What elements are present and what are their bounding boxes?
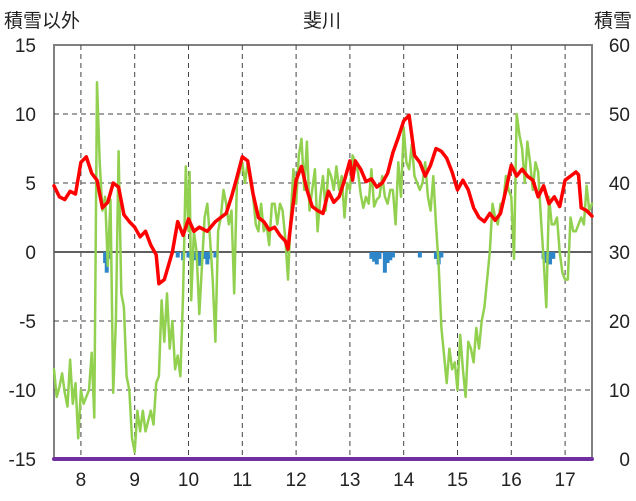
snow-bar [372, 252, 377, 262]
snow-bar [433, 252, 438, 259]
series-line-red [52, 113, 594, 286]
y-right-axis-label: 積雪 [594, 10, 632, 32]
snow-bar [382, 252, 387, 273]
y-right-tick-label: 0 [619, 450, 630, 471]
x-tick-label: 14 [393, 470, 415, 491]
y-left-axis-label: 積雪以外 [4, 10, 80, 32]
x-tick-label: 16 [501, 470, 522, 491]
y-right-tick-label: 40 [609, 174, 630, 195]
x-tick-label: 12 [286, 470, 307, 491]
x-tick-label: 10 [178, 470, 199, 491]
y-left-tick-label: 5 [25, 174, 36, 195]
left-axis-tick-labels: 15 10 5 0 -5 -10 -15 [9, 36, 36, 471]
snow-bar [390, 252, 395, 258]
y-left-tick-label: 15 [15, 36, 36, 57]
chart-title: 斐川 [303, 10, 341, 32]
snow-bar [548, 252, 553, 265]
x-tick-label: 17 [555, 470, 576, 491]
snow-bar [192, 252, 197, 261]
x-tick-label: 8 [76, 470, 87, 491]
snow-bar [197, 252, 202, 266]
x-tick-label: 11 [232, 470, 252, 491]
y-left-tick-label: -15 [9, 450, 36, 471]
snow-bar [551, 252, 556, 259]
y-right-tick-label: 30 [609, 243, 630, 264]
snow-bar [175, 252, 180, 258]
x-tick-label: 13 [339, 470, 360, 491]
snow-bar [186, 252, 191, 258]
snow-bar [388, 252, 393, 261]
series-lines [52, 81, 594, 461]
snow-bar [385, 252, 390, 264]
snow-bar [213, 252, 218, 258]
y-right-tick-label: 20 [609, 312, 630, 333]
right-axis-tick-labels: 60 50 40 30 20 10 0 [609, 36, 630, 471]
y-left-tick-label: -10 [9, 381, 36, 402]
x-tick-label: 15 [447, 470, 468, 491]
y-right-tick-label: 10 [609, 381, 630, 402]
snow-bar [369, 252, 374, 259]
y-left-tick-label: -5 [19, 312, 36, 333]
x-tick-label: 9 [129, 470, 140, 491]
x-axis-tick-labels: 8 9 10 11 12 13 14 15 16 17 [76, 470, 576, 491]
snow-bar [377, 252, 382, 259]
snow-bar [439, 252, 444, 258]
snow-bar [374, 252, 379, 265]
snow-bar [417, 252, 422, 258]
y-left-tick-label: 10 [15, 105, 36, 126]
y-right-tick-label: 60 [609, 36, 630, 57]
snow-bar [205, 252, 210, 265]
y-left-tick-label: 0 [25, 243, 36, 264]
y-right-tick-label: 50 [609, 105, 630, 126]
